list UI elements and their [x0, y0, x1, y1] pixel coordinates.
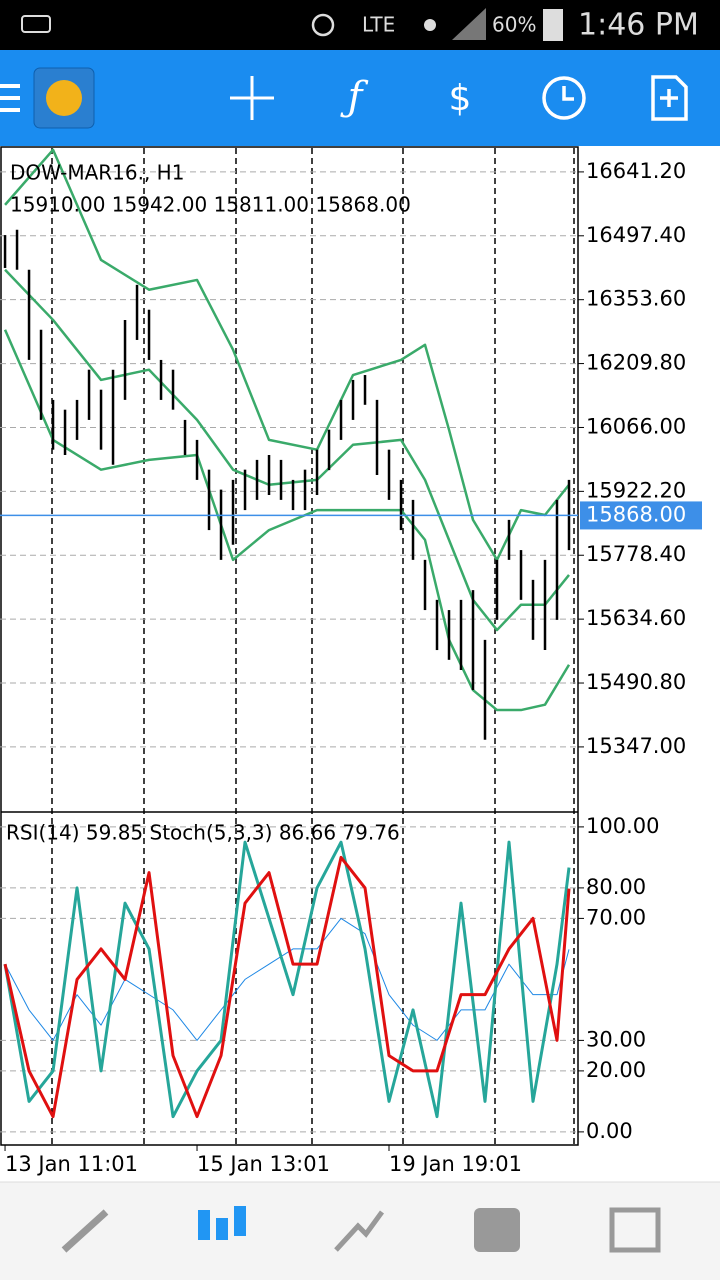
crosshair-button[interactable] [230, 76, 274, 120]
y-tick-label: 16066.00 [586, 414, 686, 438]
app-logo-icon [46, 80, 82, 116]
y-tick-label: 0.00 [586, 1119, 633, 1143]
y-tick-label: 15634.60 [586, 606, 686, 630]
symbols-button[interactable]: $ [449, 78, 472, 119]
network-type: LTE [362, 13, 395, 37]
ohlc-values: 15910.00 15942.00 15811.00 15868.00 [10, 193, 411, 217]
x-tick-label: 13 Jan 11:01 [5, 1152, 138, 1176]
y-tick-label: 16209.80 [586, 351, 686, 375]
news-tab[interactable] [609, 1207, 661, 1253]
alarm-icon [311, 13, 335, 37]
x-tick-label: 19 Jan 19:01 [389, 1152, 522, 1176]
y-tick-label: 15922.20 [586, 478, 686, 502]
y-tick-label: 20.00 [586, 1058, 646, 1082]
plot: 16641.20 16497.40 16353.60 16209.80 16066.00… [0, 148, 702, 1176]
data-icon [424, 19, 436, 31]
voicemail-icon [21, 15, 51, 33]
chart-frame [0, 146, 579, 1146]
band-line [4, 268, 570, 632]
toolbar [0, 50, 720, 146]
x-tick-label: 15 Jan 13:01 [197, 1152, 330, 1176]
chart-tab[interactable] [198, 1206, 246, 1240]
quotes-tab[interactable] [61, 1209, 109, 1253]
y-tick-label: 30.00 [586, 1027, 646, 1051]
y-tick-label: 80.00 [586, 875, 646, 899]
battery-icon [543, 9, 563, 41]
y-tick-label: 16497.40 [586, 223, 686, 247]
band-line [4, 148, 570, 562]
clock: 1:46 PM [578, 8, 699, 43]
indicator-line [3, 840, 571, 1119]
y-tick-label: 15778.40 [586, 542, 686, 566]
chart-title: DOW-MAR16., H1 [10, 161, 184, 185]
y-tick-label: 15490.80 [586, 670, 686, 694]
history-tab[interactable] [474, 1208, 520, 1252]
y-tick-label: 100.00 [586, 814, 659, 838]
trade-tab[interactable] [334, 1210, 385, 1252]
band-line [3, 329, 571, 712]
menu-icon[interactable] [0, 84, 20, 112]
new-order-button[interactable] [651, 75, 688, 121]
current-price-tag [580, 501, 702, 530]
y-tick-label: 16641.20 [586, 159, 686, 183]
indicator-title: RSI(14) 59.85 Stoch(5,3,3) 86.66 79.76 [6, 821, 400, 845]
status-bar [0, 0, 720, 50]
y-tick-label: 16353.60 [586, 287, 686, 311]
y-tick-label: 15347.00 [586, 734, 686, 758]
indicator-line [4, 917, 570, 1041]
signal-icon [452, 8, 486, 40]
timeframe-button[interactable] [542, 76, 586, 120]
y-tick-label: 70.00 [586, 905, 646, 929]
indicator-line [3, 855, 571, 1119]
current-price-label: 15868.00 [586, 502, 686, 526]
battery-level: 60% [492, 13, 536, 37]
